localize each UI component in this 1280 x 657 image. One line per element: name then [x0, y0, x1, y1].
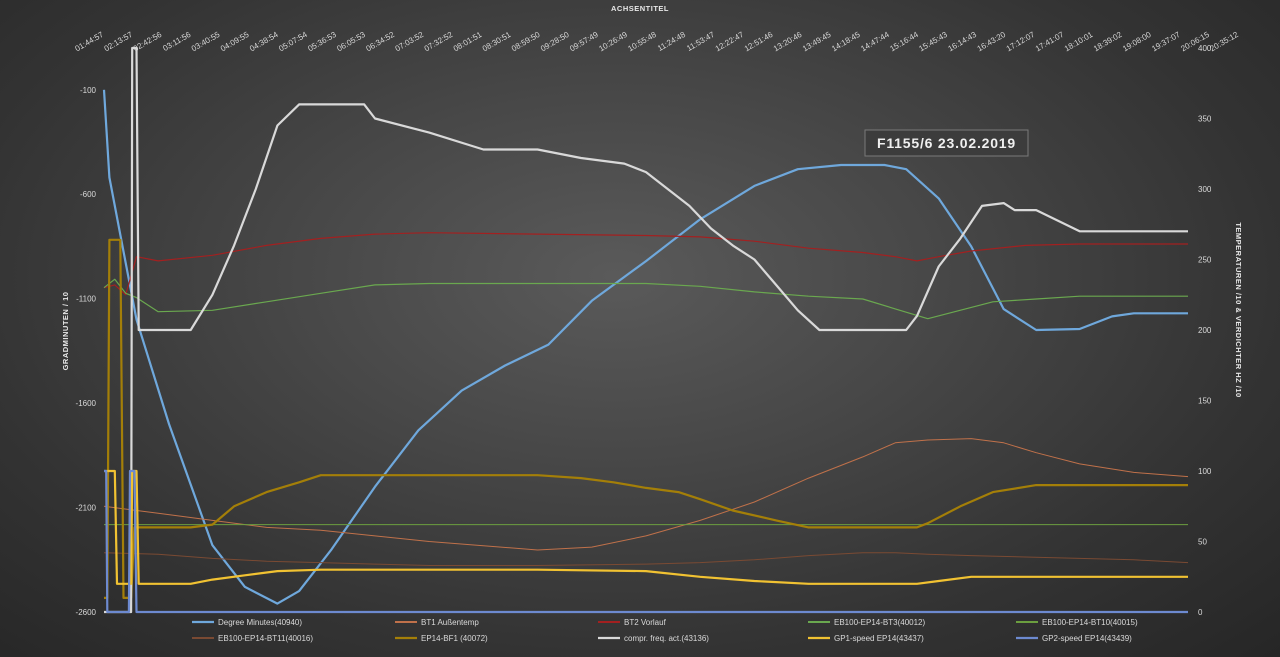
x-tick-label: 16:14:43 [947, 30, 979, 54]
legend-label: EB100-EP14-BT10(40015) [1042, 618, 1138, 627]
plot-area [102, 46, 1189, 614]
x-tick-label: 04:38:54 [248, 30, 280, 54]
x-tick-label: 19:08:00 [1121, 30, 1153, 54]
x-tick-label: 15:16:44 [888, 30, 920, 54]
legend-label: EB100-EP14-BT3(40012) [834, 618, 926, 627]
legend-label: BT1 Außentemp [421, 618, 479, 627]
x-tick-label: 18:10:01 [1063, 30, 1095, 54]
legend-item: GP1-speed EP14(43437) [808, 634, 924, 643]
legend-label: GP1-speed EP14(43437) [834, 634, 924, 643]
left-tick-label: -100 [80, 86, 97, 95]
x-tick-label: 08:30:51 [481, 30, 513, 54]
left-tick-label: -1600 [76, 399, 97, 408]
x-tick-label: 01:44:57 [74, 30, 106, 54]
left-tick-label: -2600 [76, 608, 97, 617]
series-line-8 [104, 46, 1188, 614]
right-axis-ticks: 0 50 100 150 200 250 300 350 400 [1198, 44, 1212, 617]
x-tick-label: 17:41:07 [1034, 30, 1066, 54]
legend-label: GP2-speed EP14(43439) [1042, 634, 1132, 643]
x-tick-label: 09:57:49 [568, 30, 600, 54]
right-tick-label: 400 [1198, 44, 1212, 53]
series-line-10 [104, 469, 1188, 614]
left-tick-label: -2100 [76, 504, 97, 513]
legend-item: compr. freq. act.(43136) [598, 634, 709, 643]
legend-item: EB100-EP14-BT11(40016) [192, 634, 313, 643]
legend-label: Degree Minutes(40940) [218, 618, 302, 627]
legend-item: Degree Minutes(40940) [192, 618, 302, 627]
x-tick-label: 05:36:53 [306, 30, 338, 54]
right-tick-label: 250 [1198, 256, 1212, 265]
right-tick-label: 300 [1198, 185, 1212, 194]
legend-item: BT1 Außentemp [395, 618, 479, 627]
legend: Degree Minutes(40940) BT1 Außentemp BT2 Vo… [192, 618, 1138, 643]
series-lines [102, 46, 1189, 614]
right-tick-label: 0 [1198, 608, 1203, 617]
x-tick-label: 14:47:44 [859, 30, 891, 54]
series-line-2 [103, 438, 1189, 551]
x-tick-label: 10:55:48 [626, 30, 658, 54]
left-axis-ticks: -100 -600 -1100 -1600 -2100 -2600 [76, 86, 97, 617]
x-tick-label: 13:20:46 [772, 30, 804, 54]
legend-item: EB100-EP14-BT10(40015) [1016, 618, 1138, 627]
series-line-7 [104, 238, 1188, 599]
left-axis-title: GRADMINUTEN / 10 [61, 292, 70, 371]
right-tick-label: 100 [1198, 467, 1212, 476]
series-line-6 [103, 552, 1189, 566]
series-line-3 [103, 232, 1188, 296]
legend-label: EB100-EP14-BT11(40016) [218, 634, 313, 643]
x-tick-label: 20:35:12 [1208, 30, 1240, 54]
right-tick-label: 350 [1198, 115, 1212, 124]
series-line-1 [102, 89, 1188, 605]
x-tick-label: 12:51:46 [743, 30, 775, 54]
x-tick-label: 18:39:02 [1092, 30, 1124, 54]
x-tick-label: 07:03:52 [394, 30, 426, 54]
x-axis-ticks: 01:44:5702:13:5702:42:5603:11:5603:40:55… [74, 30, 1241, 54]
right-axis-title: TEMPERATUREN /10 & VERDICHTER HZ /10 [1234, 222, 1243, 397]
x-tick-label: 09:28:50 [539, 30, 571, 54]
legend-label: compr. freq. act.(43136) [624, 634, 709, 643]
legend-label: BT2 Vorlauf [624, 618, 667, 627]
x-tick-label: 08:01:51 [452, 30, 484, 54]
x-tick-label: 13:49:45 [801, 30, 833, 54]
x-tick-label: 05:07:54 [277, 30, 309, 54]
x-tick-label: 08:59:50 [510, 30, 542, 54]
x-axis-title: ACHSENTITEL [611, 4, 669, 13]
chart-annotation: F1155/6 23.02.2019 [864, 129, 1029, 157]
left-tick-label: -1100 [76, 295, 96, 304]
legend-item: EP14-BF1 (40072) [395, 634, 488, 643]
right-tick-label: 200 [1198, 326, 1212, 335]
right-tick-label: 50 [1198, 538, 1207, 547]
x-tick-label: 06:05:53 [335, 30, 367, 54]
x-tick-label: 15:45:43 [917, 30, 949, 54]
annotation-box [864, 129, 1029, 157]
x-tick-label: 03:40:55 [190, 30, 222, 54]
legend-item: BT2 Vorlauf [598, 618, 667, 627]
x-tick-label: 02:13:57 [103, 30, 135, 54]
x-tick-label: 10:26:49 [597, 30, 629, 54]
legend-item: EB100-EP14-BT3(40012) [808, 618, 926, 627]
x-tick-label: 19:37:07 [1150, 30, 1182, 54]
x-tick-label: 17:12:07 [1005, 30, 1037, 54]
x-tick-label: 16:43:20 [976, 30, 1008, 54]
x-tick-label: 12:22:47 [714, 30, 746, 54]
left-tick-label: -600 [80, 190, 97, 199]
x-tick-label: 03:11:56 [161, 30, 192, 53]
series-line-4 [103, 278, 1188, 320]
annotation-text: F1155/6 23.02.2019 [877, 135, 1016, 151]
x-tick-label: 04:09:55 [219, 30, 251, 54]
x-tick-label: 14:18:45 [830, 30, 862, 54]
x-tick-label: 11:53:47 [685, 30, 716, 53]
legend-label: EP14-BF1 (40072) [421, 634, 488, 643]
legend-item: GP2-speed EP14(43439) [1016, 634, 1132, 643]
x-tick-label: 07:32:52 [423, 30, 455, 54]
right-tick-label: 150 [1198, 397, 1212, 406]
x-tick-label: 06:34:52 [365, 30, 397, 54]
x-tick-label: 11:24:48 [656, 30, 687, 53]
